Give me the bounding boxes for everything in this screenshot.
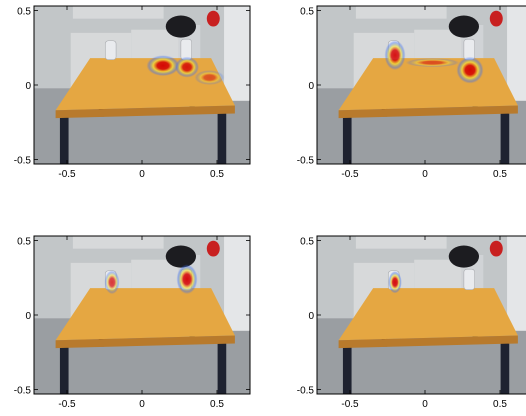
x-tick-label: 0	[139, 399, 145, 410]
table-edge	[338, 335, 518, 349]
table-leg-left	[59, 113, 69, 164]
heat-hotspot	[405, 58, 460, 68]
heat-hotspot	[456, 56, 484, 84]
heatmap-panel-1: -0.5 0 0.5 -0.5 0 0.5	[14, 5, 251, 180]
upper-shelf	[355, 6, 447, 19]
y-tick-label: 0.5	[300, 236, 314, 247]
red-bottle	[206, 240, 220, 257]
window	[224, 236, 250, 331]
y-tick-label: 0.5	[17, 6, 31, 17]
y-tick-label: 0	[308, 311, 314, 322]
speaker-right	[463, 268, 475, 291]
y-tick-label: 0	[25, 311, 31, 322]
window	[224, 6, 250, 101]
table-edge	[55, 335, 235, 349]
upper-shelf	[72, 236, 164, 249]
heatmap-chart-1: -0.5 0 0.5 -0.5 0 0.5	[14, 5, 251, 180]
x-tick-label: 0	[422, 399, 428, 410]
heat-hotspot	[194, 70, 225, 86]
y-tick-label: -0.5	[14, 386, 32, 397]
y-tick-label: -0.5	[297, 156, 315, 167]
x-tick-label: -0.5	[341, 399, 359, 410]
red-bottle	[206, 10, 220, 27]
heatmap-panel-3: -0.5 0 0.5 -0.5 0 0.5	[14, 235, 251, 410]
table-leg-right	[500, 108, 510, 164]
heatmap-chart-2: -0.5 0 0.5 -0.5 0 0.5	[297, 5, 526, 180]
red-bottle	[489, 10, 503, 27]
upper-shelf	[355, 236, 447, 249]
heat-hotspot	[384, 40, 406, 71]
x-tick-label: 0.5	[210, 399, 224, 410]
bag	[165, 245, 197, 268]
heatmap-panel-4: -0.5 0 0.5 -0.5 0 0.5	[297, 235, 526, 410]
background-photo	[34, 6, 250, 164]
table-edge	[55, 105, 235, 119]
speaker-left	[104, 40, 117, 61]
table-leg-left	[342, 113, 352, 164]
x-tick-label: 0	[139, 169, 145, 180]
heatmap-panel-2: -0.5 0 0.5 -0.5 0 0.5	[297, 5, 526, 180]
table-top	[55, 288, 235, 341]
table-leg-right	[217, 108, 227, 164]
table-leg-right	[500, 338, 510, 394]
heat-overlay	[384, 40, 484, 84]
x-tick-label: -0.5	[341, 169, 359, 180]
y-tick-label: 0.5	[300, 6, 314, 17]
speaker-right	[463, 38, 475, 61]
heat-hotspot	[104, 270, 120, 295]
background-photo	[317, 6, 526, 164]
x-tick-label: 0.5	[493, 169, 507, 180]
window	[507, 6, 526, 101]
table-top	[338, 288, 518, 341]
x-tick-label: -0.5	[58, 399, 76, 410]
table-leg-left	[342, 343, 352, 394]
bag	[165, 15, 197, 38]
heat-hotspot	[175, 56, 199, 78]
x-tick-label: 0.5	[210, 169, 224, 180]
heat-overlay	[146, 55, 225, 86]
background-photo	[34, 236, 250, 394]
x-tick-label: 0	[422, 169, 428, 180]
y-tick-label: -0.5	[14, 156, 32, 167]
table-edge	[338, 105, 518, 119]
table-leg-right	[217, 338, 227, 394]
x-tick-label: 0.5	[493, 399, 507, 410]
heat-hotspot	[388, 271, 402, 294]
speaker-right	[180, 38, 192, 61]
heatmap-chart-3: -0.5 0 0.5 -0.5 0 0.5	[14, 235, 251, 410]
background-photo	[317, 236, 526, 394]
y-tick-label: 0.5	[17, 236, 31, 247]
y-tick-label: 0	[25, 81, 31, 92]
x-tick-label: -0.5	[58, 169, 76, 180]
red-bottle	[489, 240, 503, 257]
bag	[448, 15, 479, 38]
heat-overlay	[388, 271, 402, 294]
heat-hotspot	[176, 264, 198, 295]
window	[507, 236, 526, 331]
y-tick-label: 0	[308, 81, 314, 92]
heat-hotspot	[146, 55, 180, 77]
heatmap-chart-4: -0.5 0 0.5 -0.5 0 0.5	[297, 235, 526, 410]
bag	[448, 245, 479, 268]
table-leg-left	[59, 343, 69, 394]
y-tick-label: -0.5	[297, 386, 315, 397]
heat-overlay	[104, 264, 198, 295]
upper-shelf	[72, 6, 164, 19]
